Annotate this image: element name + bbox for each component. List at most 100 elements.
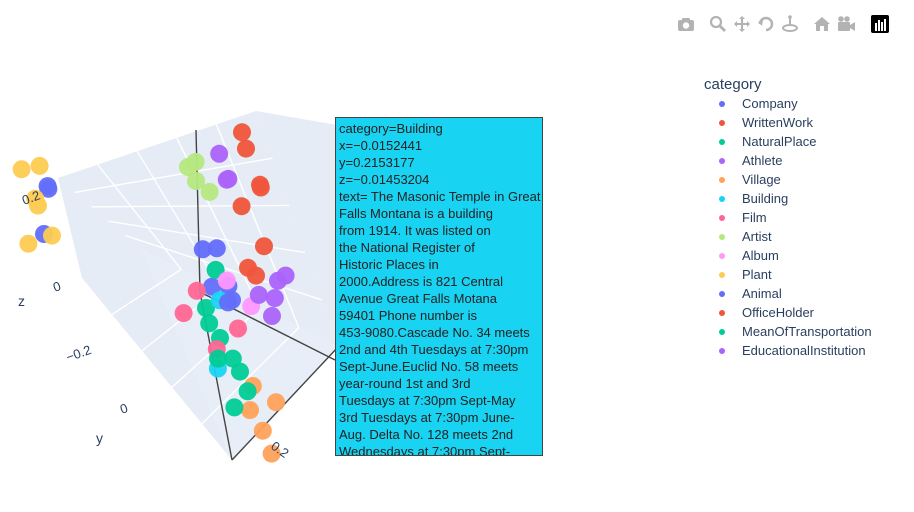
legend-marker (719, 157, 725, 164)
point-plant-38[interactable] (12, 160, 31, 179)
legend-label: Athlete (742, 153, 783, 168)
legend-label: Album (742, 248, 779, 263)
hover-line: category=Building (339, 121, 443, 136)
legend-item-athlete[interactable]: Athlete (704, 151, 872, 170)
legend-items: Company WrittenWork NaturalPlace Athlete Vil… (704, 94, 872, 360)
legend-marker (719, 138, 725, 145)
point-village-22[interactable] (253, 421, 272, 440)
legend-label: EducationalInstitution (742, 343, 866, 358)
turntable-icon (782, 15, 798, 32)
point-plant-41[interactable] (19, 234, 38, 253)
legend-marker (719, 252, 725, 259)
legend-item-meanoftransportation[interactable]: MeanOfTransportation (704, 322, 872, 341)
legend-item-writtenwork[interactable]: WrittenWork (704, 113, 872, 132)
hover-line: z=−0.01453204 (339, 172, 430, 187)
point-educationalinstitution-56[interactable] (249, 285, 268, 304)
y-tick-label: 0 (118, 400, 130, 417)
point-plant-42[interactable] (30, 156, 49, 175)
home-icon (814, 17, 830, 31)
hover-line: Historic Places in (339, 257, 439, 272)
z-tick-label: 0 (51, 278, 63, 295)
point-village-23[interactable] (267, 393, 285, 412)
hover-line: 453-9080.Cascade No. 34 meets (339, 325, 530, 340)
point-writtenwork-8[interactable] (232, 197, 251, 216)
pan-button[interactable] (732, 14, 752, 34)
point-film-31[interactable] (187, 281, 206, 300)
legend-marker (719, 119, 725, 126)
legend-item-plant[interactable]: Plant (704, 265, 872, 284)
point-officeholder-49[interactable] (255, 237, 273, 256)
legend-label: Artist (742, 229, 772, 244)
point-naturalplace-13[interactable] (200, 314, 219, 333)
legend-item-album[interactable]: Album (704, 246, 872, 265)
hover-line: 3rd Tuesdays at 7:30pm June- (339, 410, 515, 425)
point-naturalplace-15[interactable] (206, 260, 225, 279)
hover-tooltip: category=Building x=−0.0152441 y=0.2153177… (335, 117, 543, 456)
point-artist-35[interactable] (186, 152, 205, 171)
hover-line: Avenue Great Falls Motana (339, 291, 498, 306)
point-meanoftransportation-53[interactable] (209, 349, 227, 368)
download-png-button[interactable] (676, 14, 696, 34)
legend-item-animal[interactable]: Animal (704, 284, 872, 303)
turntable-rotation-button[interactable] (780, 14, 800, 34)
movie-camera-icon (838, 16, 855, 31)
legend-label: Animal (742, 286, 782, 301)
hover-line: 2nd and 4th Tuesdays at 7:30pm (339, 342, 529, 357)
legend-item-building[interactable]: Building (704, 189, 872, 208)
point-company-2[interactable] (38, 177, 57, 196)
legend-item-naturalplace[interactable]: NaturalPlace (704, 132, 872, 151)
point-naturalplace-11[interactable] (197, 299, 215, 317)
point-album-36[interactable] (217, 271, 236, 290)
point-film-28[interactable] (174, 304, 193, 323)
hover-line: Wednesdays at 7:30pm Sept- (339, 444, 511, 456)
legend-item-educationalinstitution[interactable]: EducationalInstitution (704, 341, 872, 360)
hover-line: 2000.Address is 821 Central (339, 274, 504, 289)
z-axis-title: z (18, 293, 25, 309)
point-plant-43[interactable] (26, 189, 45, 208)
plotly-logo-button[interactable] (870, 14, 890, 34)
zoom-button[interactable] (708, 14, 728, 34)
point-writtenwork-6[interactable] (237, 139, 255, 158)
point-meanoftransportation-50[interactable] (238, 382, 257, 401)
point-officeholder-48[interactable] (239, 258, 257, 277)
legend-item-village[interactable]: Village (704, 170, 872, 189)
point-athlete-19[interactable] (276, 266, 295, 285)
orbit-rotation-button[interactable] (756, 14, 776, 34)
point-writtenwork-10[interactable] (233, 123, 251, 142)
z-tick-label: 0.2 (20, 188, 42, 208)
reset-camera-default-button[interactable] (812, 14, 832, 34)
legend: category Company WrittenWork NaturalPlace A… (704, 76, 872, 360)
legend-marker (719, 100, 725, 107)
legend-item-company[interactable]: Company (704, 94, 872, 113)
point-artist-33[interactable] (187, 172, 205, 190)
point-educationalinstitution-55[interactable] (265, 289, 284, 308)
legend-item-film[interactable]: Film (704, 208, 872, 227)
hover-line: Sept-June.Euclid No. 58 meets (339, 359, 519, 374)
legend-marker (719, 290, 725, 297)
point-village-24[interactable] (262, 444, 281, 463)
point-animal-46[interactable] (219, 293, 237, 312)
legend-item-officeholder[interactable]: OfficeHolder (704, 303, 872, 322)
plotly-logo-icon (871, 15, 889, 33)
point-film-30[interactable] (229, 319, 247, 338)
legend-marker (719, 233, 725, 240)
point-meanoftransportation-51[interactable] (225, 398, 244, 417)
point-company-3[interactable] (203, 277, 221, 296)
point-village-21[interactable] (241, 401, 259, 420)
legend-marker (719, 271, 725, 278)
reset-camera-last-save-button[interactable] (836, 14, 856, 34)
point-animal-45[interactable] (207, 239, 226, 258)
orbit-rotate-icon (758, 16, 774, 32)
point-plant-40[interactable] (43, 226, 61, 245)
point-athlete-16[interactable] (210, 144, 229, 163)
legend-item-artist[interactable]: Artist (704, 227, 872, 246)
point-educationalinstitution-54[interactable] (263, 307, 281, 325)
point-animal-44[interactable] (193, 240, 212, 259)
point-meanoftransportation-52[interactable] (231, 362, 249, 381)
legend-marker (719, 328, 725, 335)
point-artist-34[interactable] (200, 182, 219, 201)
legend-marker (719, 347, 725, 354)
point-writtenwork-9[interactable] (251, 178, 270, 197)
point-athlete-20[interactable] (219, 169, 238, 188)
